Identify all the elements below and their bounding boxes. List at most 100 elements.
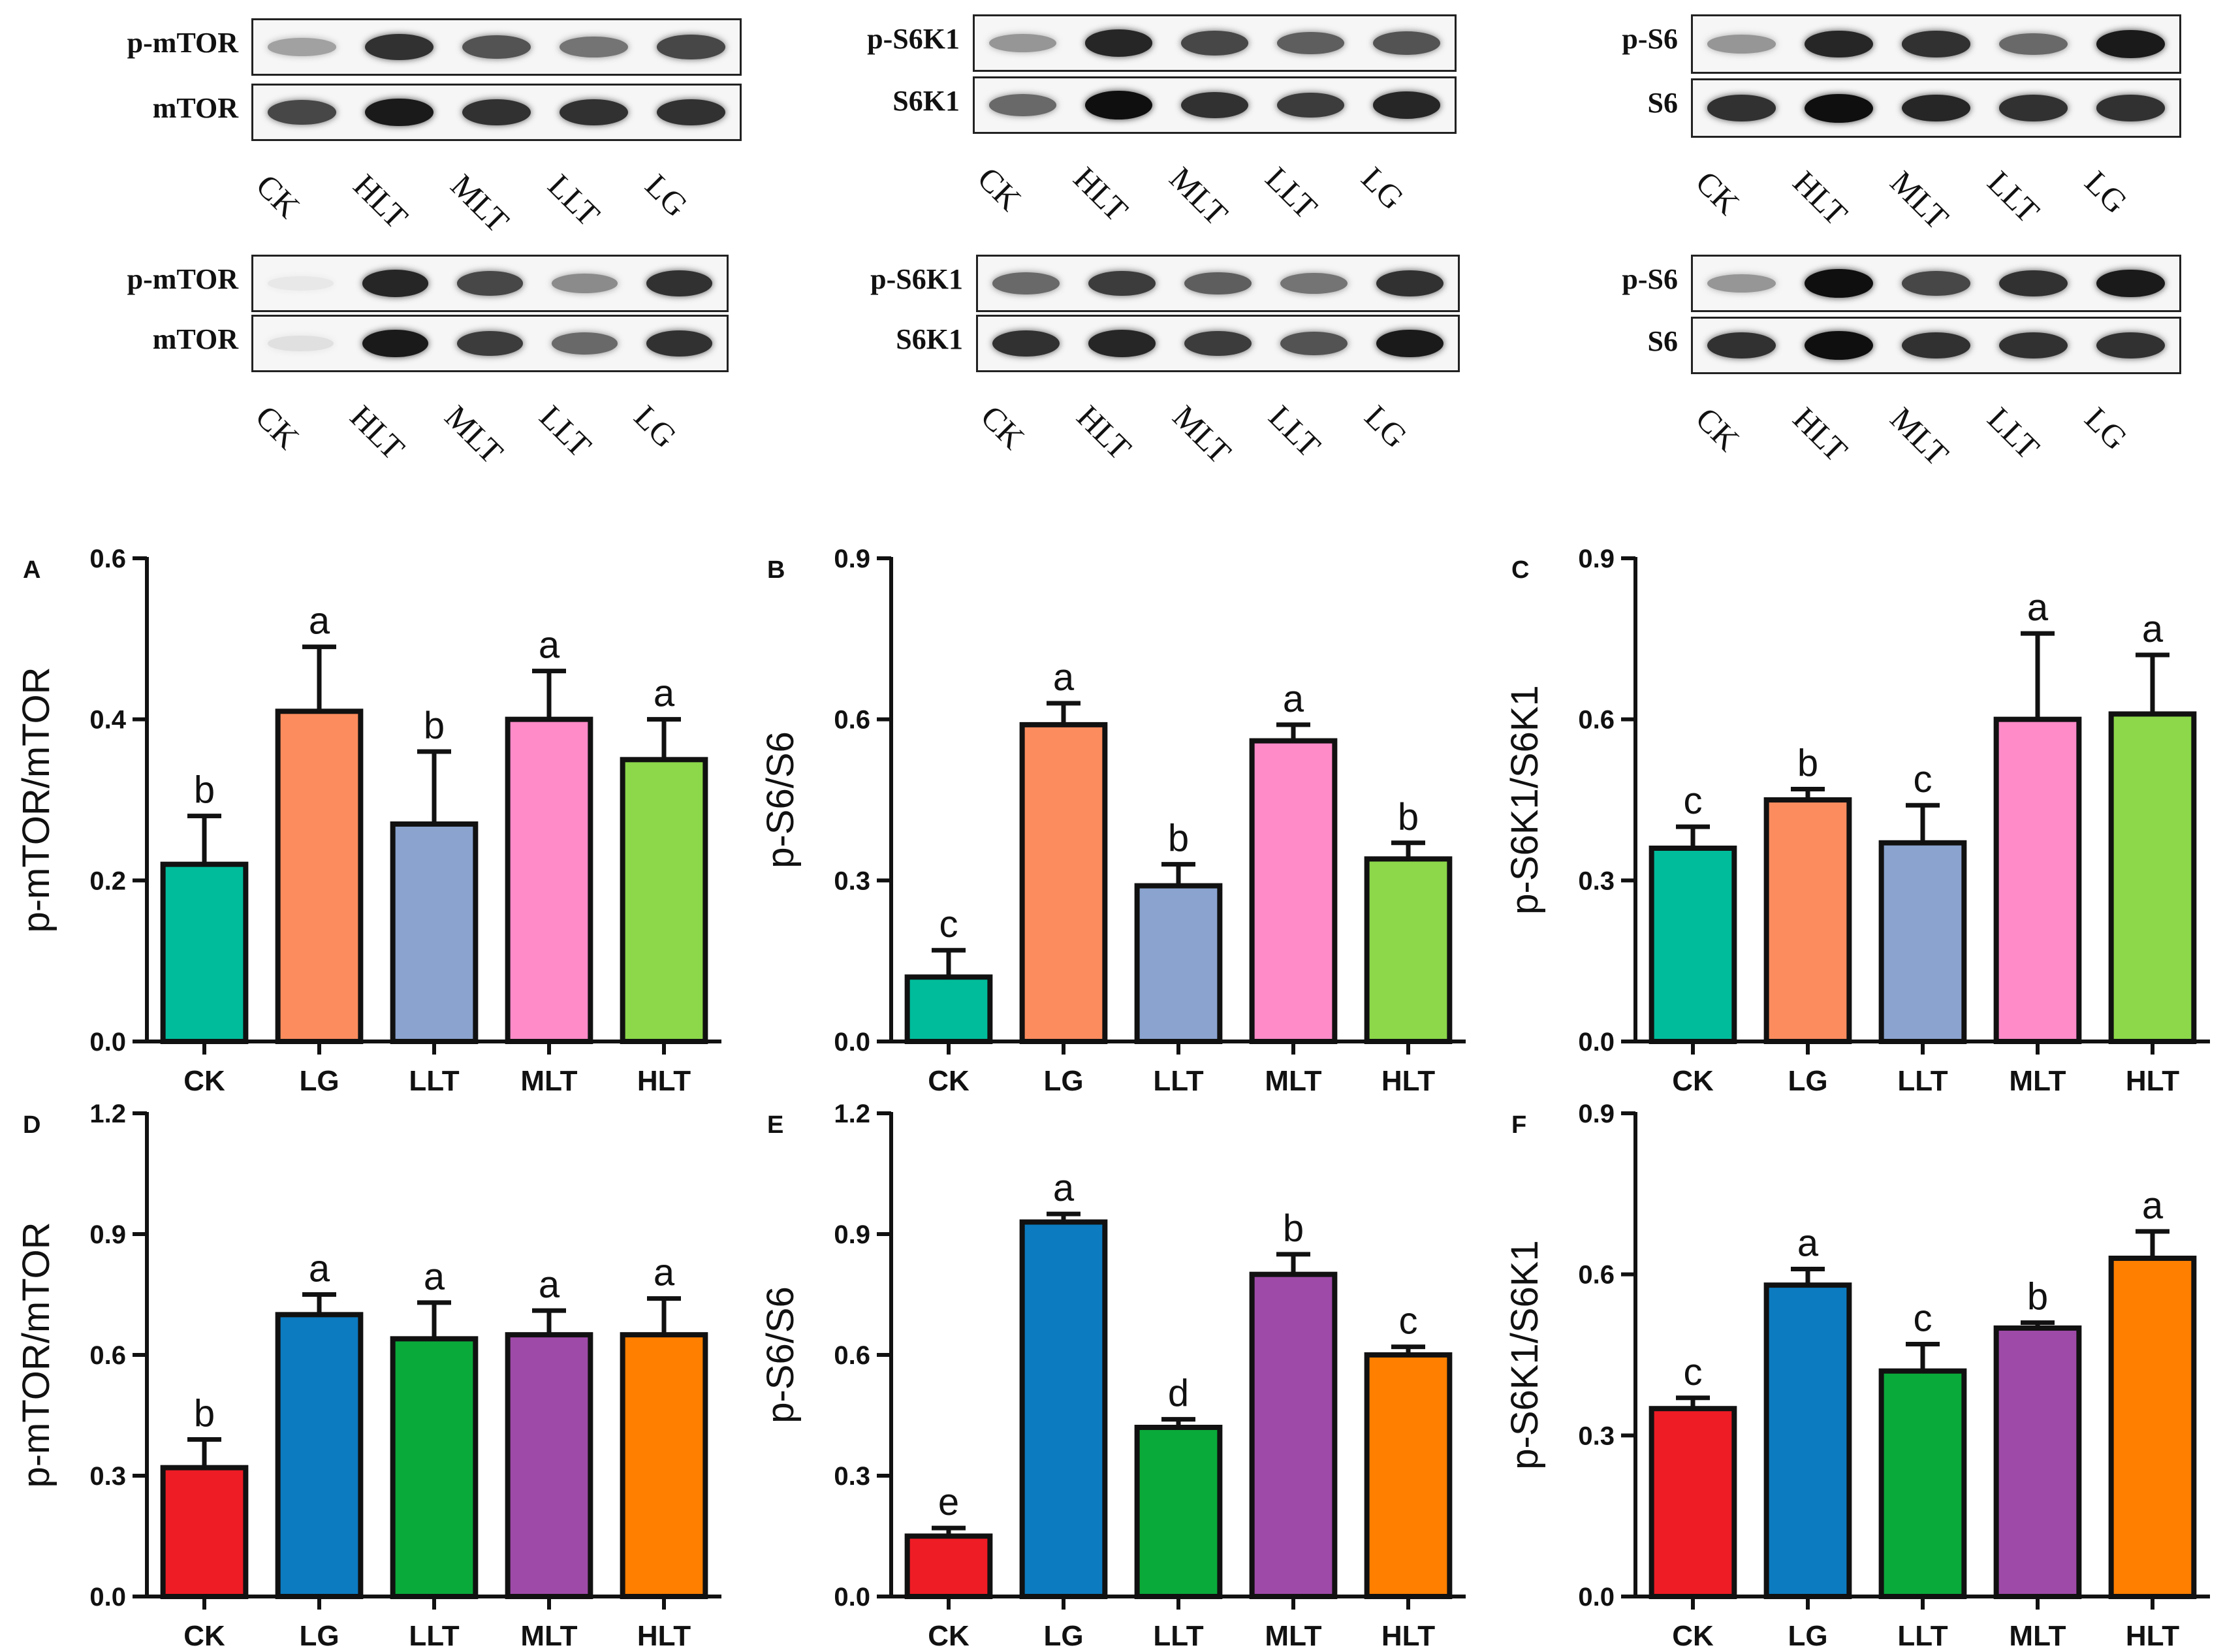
- blot-band: [268, 100, 336, 125]
- blot-band: [1373, 91, 1440, 119]
- significance-letter: c: [1399, 1300, 1418, 1342]
- x-tick-label: CK: [928, 1065, 970, 1097]
- significance-letter: a: [539, 624, 560, 667]
- panel-letter: C: [1511, 556, 1529, 584]
- y-tick-label: 0.0: [834, 1028, 870, 1056]
- significance-letter: b: [1797, 742, 1818, 785]
- x-tick-label: MLT: [2009, 1620, 2066, 1652]
- blot-band: [1805, 269, 1873, 298]
- y-tick-label: 0.0: [89, 1028, 126, 1056]
- blot-band: [551, 332, 618, 355]
- y-tick-label: 0.3: [834, 1462, 870, 1491]
- significance-letter: a: [539, 1263, 560, 1306]
- blot-band: [989, 94, 1056, 116]
- blot-band: [462, 35, 531, 59]
- bar: [1878, 840, 1967, 1045]
- x-tick-label: MLT: [2009, 1065, 2066, 1097]
- bar: [2108, 1256, 2197, 1599]
- y-tick-label: 0.6: [89, 1341, 126, 1370]
- y-tick-label: 0.9: [1578, 1100, 1615, 1128]
- y-axis-label: p-S6K1/S6K1: [1504, 685, 1546, 914]
- bar: [1993, 716, 2082, 1044]
- blot-row-label: p-S6: [1622, 23, 1678, 55]
- y-tick-label: 0.3: [89, 1462, 126, 1491]
- x-tick-label: MLT: [520, 1065, 577, 1097]
- bar: [620, 1332, 708, 1599]
- panel-letter: E: [767, 1111, 783, 1139]
- blot-strip: [251, 255, 729, 312]
- significance-letter: a: [309, 600, 330, 643]
- significance-letter: e: [938, 1481, 959, 1523]
- significance-letter: b: [1168, 818, 1189, 860]
- blot-strip: [1691, 14, 2181, 74]
- y-tick-label: 0.0: [834, 1583, 870, 1612]
- blot-band: [1805, 30, 1873, 58]
- panel-letter: B: [767, 556, 785, 584]
- bar: [505, 1332, 593, 1599]
- x-tick-label: LLT: [1153, 1620, 1203, 1652]
- blot-band: [1805, 93, 1873, 123]
- x-tick-label: LLT: [409, 1065, 459, 1097]
- significance-letter: b: [1283, 1207, 1304, 1250]
- blot-row-label: mTOR: [152, 323, 238, 355]
- blot-band: [2096, 332, 2165, 359]
- blot-band: [1280, 331, 1348, 356]
- blot-band: [1707, 274, 1776, 293]
- blot-band: [1805, 331, 1873, 360]
- blot-band: [1707, 95, 1776, 121]
- y-tick-label: 0.9: [834, 545, 870, 573]
- blot-band: [1902, 94, 1970, 122]
- chart-panel-D: Dp-mTOR/mTOR 0.0 0.3 0.6 0.9 1.2 b CK a LG a LLT a ML…: [15, 1100, 721, 1652]
- blot-band: [1184, 272, 1252, 295]
- bar: [505, 716, 593, 1044]
- chart-panel-C: Cp-S6K1/S6K1 0.0 0.3 0.6 0.9 c CK b LG c LLT a MLT a H…: [1504, 545, 2210, 1097]
- significance-letter: a: [1053, 656, 1075, 699]
- blot-band: [1902, 31, 1970, 57]
- chart-panel-F: Fp-S6K1/S6K1 0.0 0.3 0.6 0.9 c CK a LG c LLT b MLT a H…: [1504, 1100, 2210, 1652]
- blot-band: [1277, 31, 1344, 55]
- chart-panel-A: Ap-mTOR/mTOR 0.0 0.2 0.4 0.6 b CK a LG b LLT a MLT a H…: [15, 545, 721, 1097]
- x-tick-label: LG: [299, 1065, 339, 1097]
- significance-letter: a: [654, 1252, 675, 1294]
- x-tick-label: CK: [928, 1620, 970, 1652]
- bar: [1878, 1368, 1967, 1600]
- y-axis-label: p-S6/S6: [759, 731, 802, 868]
- bar: [1364, 1352, 1453, 1599]
- blot-strip: [976, 315, 1460, 372]
- bar: [1019, 1219, 1108, 1599]
- panel-letter: F: [1511, 1111, 1526, 1139]
- blot-strip: [251, 315, 729, 372]
- blot-band: [1088, 270, 1156, 296]
- bar: [1648, 846, 1737, 1044]
- blot-strip: [251, 84, 742, 141]
- blot-strip: [1691, 317, 2181, 374]
- blot-band: [267, 335, 334, 352]
- blot-band: [1376, 329, 1443, 358]
- bar: [620, 757, 708, 1045]
- x-tick-label: MLT: [1265, 1620, 1321, 1652]
- x-tick-label: LLT: [1153, 1065, 1203, 1097]
- significance-letter: a: [309, 1248, 330, 1290]
- significance-letter: a: [1053, 1167, 1075, 1209]
- significance-letter: a: [2142, 1184, 2164, 1227]
- y-tick-label: 0.9: [89, 1220, 126, 1249]
- blot-row-label: p-mTOR: [127, 263, 238, 295]
- x-tick-label: CK: [1672, 1065, 1714, 1097]
- blot-band: [1999, 33, 2068, 56]
- blot-band: [646, 270, 713, 297]
- blot-band: [267, 276, 334, 291]
- y-axis-label: p-mTOR/mTOR: [15, 667, 57, 932]
- blot-row-label: p-S6K1: [870, 263, 963, 295]
- bar: [904, 1533, 993, 1599]
- x-tick-label: LG: [1043, 1620, 1083, 1652]
- significance-letter: c: [1914, 758, 1932, 801]
- significance-letter: c: [1684, 780, 1703, 822]
- bar: [1763, 1282, 1852, 1599]
- y-tick-label: 0.6: [1578, 1261, 1615, 1290]
- blot-band: [551, 274, 618, 293]
- blot-band: [362, 270, 429, 297]
- x-tick-label: HLT: [2126, 1620, 2179, 1652]
- blot-strip: [976, 255, 1460, 312]
- x-tick-label: LLT: [1897, 1620, 1948, 1652]
- blot-band: [992, 330, 1060, 357]
